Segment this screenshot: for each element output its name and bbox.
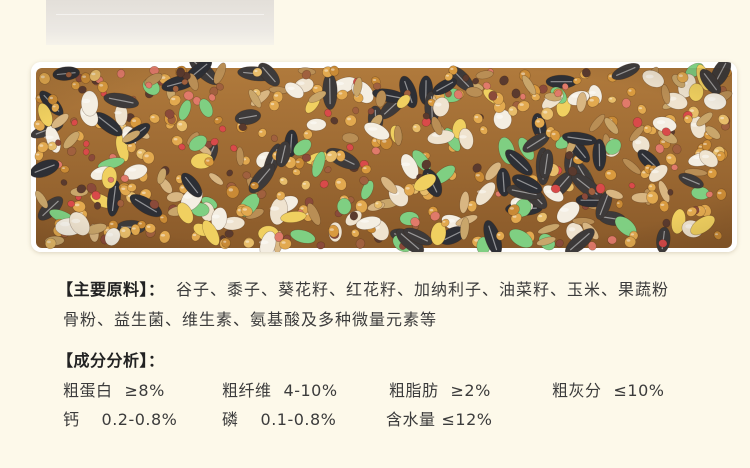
nutrient-value: 4-10% [283, 381, 338, 400]
nutrient-name: 含水量 [386, 410, 436, 429]
nutrient-value: ≥2% [450, 381, 491, 400]
package-highlight-line [56, 14, 264, 15]
crude-ash: 粗灰分 ≤10% [552, 377, 664, 401]
moisture: 含水量 ≤12% [386, 406, 492, 430]
nutrient-name: 钙 [63, 410, 80, 429]
nutrient-name: 粗脂肪 [389, 381, 439, 400]
nutrient-name: 粗蛋白 [63, 381, 113, 400]
nutrient-name: 粗灰分 [552, 381, 602, 400]
ingredients-heading: 【主要原料】： [57, 280, 165, 299]
product-package-top [46, 0, 274, 45]
seed-mix-photo [31, 62, 737, 252]
nutrient-value: ≥8% [124, 381, 165, 400]
ingredients-list-line-2: 骨粉、益生菌、维生素、氨基酸及多种微量元素等 [63, 310, 438, 329]
seed-mix-image [31, 62, 737, 252]
crude-fiber: 粗纤维 4-10% [222, 377, 338, 401]
crude-protein: 粗蛋白 ≥8% [63, 377, 165, 401]
nutrient-value: ≤12% [441, 410, 493, 429]
phosphorus: 磷 0.1-0.8% [222, 406, 336, 430]
crude-fat: 粗脂肪 ≥2% [389, 377, 491, 401]
ingredients-list-line-1: 谷子、黍子、葵花籽、红花籽、加纳利子、油菜籽、玉米、果蔬粉 [176, 280, 670, 299]
analysis-heading: 【成分分析】： [57, 351, 165, 370]
nutrient-value: 0.1-0.8% [260, 410, 337, 429]
calcium: 钙 0.2-0.8% [63, 406, 177, 430]
nutrient-value: ≤10% [613, 381, 665, 400]
nutrient-name: 磷 [222, 410, 239, 429]
nutrient-value: 0.2-0.8% [101, 410, 178, 429]
nutrient-name: 粗纤维 [222, 381, 272, 400]
